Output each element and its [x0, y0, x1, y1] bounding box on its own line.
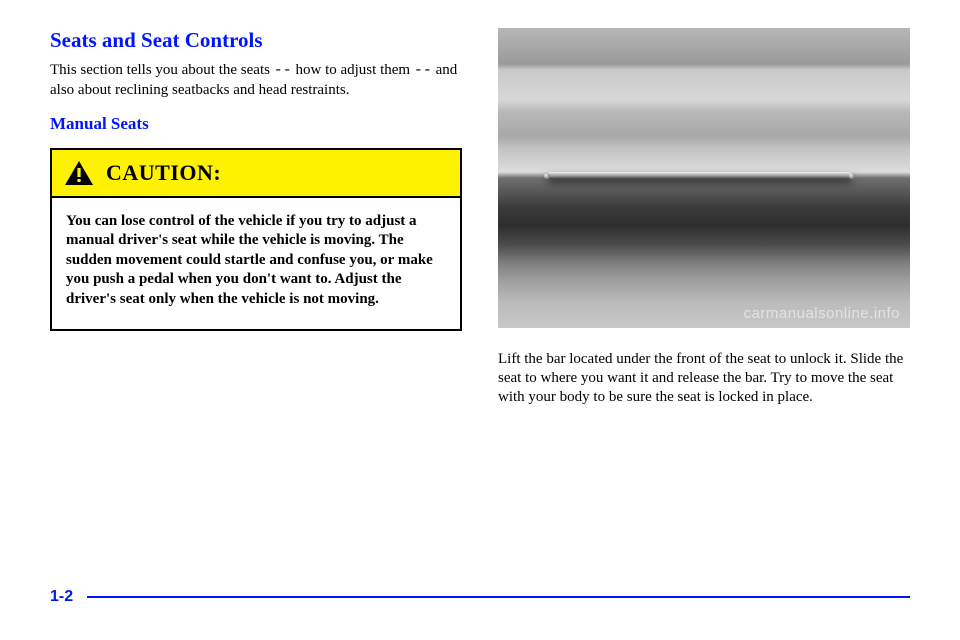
manual-page: Seats and Seat Controls This section tel… [0, 0, 960, 640]
dash-glyph: -- [414, 62, 432, 79]
caution-body-text: You can lose control of the vehicle if y… [52, 196, 460, 330]
photo-watermark: carmanualsonline.info [744, 305, 900, 322]
footer-rule [87, 596, 910, 598]
page-footer: 1-2 [50, 588, 910, 606]
right-column: carmanualsonline.info Lift the bar locat… [498, 28, 910, 406]
dash-glyph: -- [274, 62, 292, 79]
left-column: Seats and Seat Controls This section tel… [50, 28, 462, 406]
warning-triangle-icon [64, 160, 94, 186]
two-column-layout: Seats and Seat Controls This section tel… [50, 28, 910, 406]
subsection-title: Manual Seats [50, 114, 462, 134]
page-number: 1-2 [50, 588, 73, 606]
caution-label: CAUTION: [106, 160, 221, 186]
seat-release-bar [547, 172, 852, 179]
caution-header: CAUTION: [52, 150, 460, 196]
seat-bar-photo: carmanualsonline.info [498, 28, 910, 328]
section-title: Seats and Seat Controls [50, 28, 462, 53]
photo-caption: Lift the bar located under the front of … [498, 350, 910, 406]
intro-text-a: This section tells you about the seats [50, 62, 274, 78]
intro-paragraph: This section tells you about the seats -… [50, 61, 462, 100]
intro-text-b: how to adjust them [292, 62, 414, 78]
caution-box: CAUTION: You can lose control of the veh… [50, 148, 462, 332]
